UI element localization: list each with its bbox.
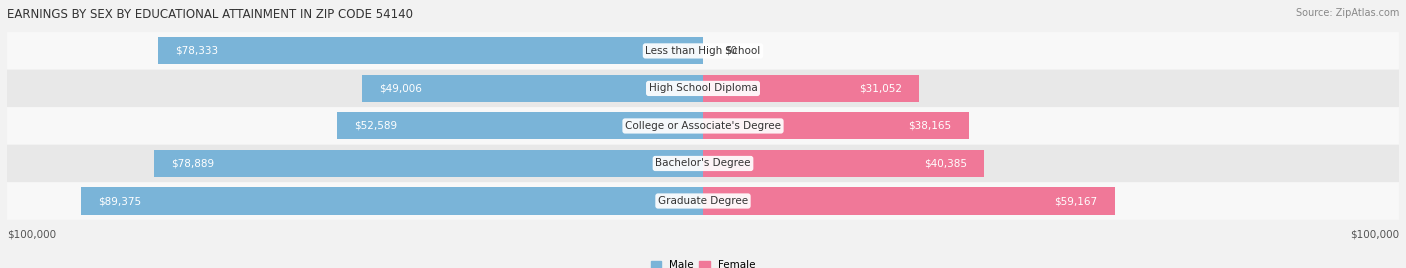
Bar — [361, 75, 703, 102]
FancyBboxPatch shape — [7, 182, 1399, 220]
FancyBboxPatch shape — [7, 32, 1399, 70]
Text: $78,889: $78,889 — [172, 158, 215, 169]
Text: High School Diploma: High School Diploma — [648, 83, 758, 94]
Text: Graduate Degree: Graduate Degree — [658, 196, 748, 206]
FancyBboxPatch shape — [7, 70, 1399, 107]
Text: $0: $0 — [724, 46, 737, 56]
Text: $78,333: $78,333 — [176, 46, 218, 56]
Text: EARNINGS BY SEX BY EDUCATIONAL ATTAINMENT IN ZIP CODE 54140: EARNINGS BY SEX BY EDUCATIONAL ATTAINMEN… — [7, 8, 413, 21]
Text: Source: ZipAtlas.com: Source: ZipAtlas.com — [1295, 8, 1399, 18]
Text: $40,385: $40,385 — [924, 158, 967, 169]
Text: College or Associate's Degree: College or Associate's Degree — [626, 121, 780, 131]
Bar — [703, 150, 984, 177]
Text: $52,589: $52,589 — [354, 121, 398, 131]
Text: $49,006: $49,006 — [380, 83, 422, 94]
Bar — [153, 150, 703, 177]
Bar — [703, 75, 920, 102]
Bar — [703, 113, 969, 139]
Text: $100,000: $100,000 — [1350, 229, 1399, 239]
Legend: Male, Female: Male, Female — [647, 256, 759, 268]
Bar — [82, 188, 703, 214]
Bar — [703, 188, 1115, 214]
Text: Less than High School: Less than High School — [645, 46, 761, 56]
Text: $59,167: $59,167 — [1054, 196, 1098, 206]
FancyBboxPatch shape — [7, 145, 1399, 182]
Text: $38,165: $38,165 — [908, 121, 952, 131]
Text: $31,052: $31,052 — [859, 83, 901, 94]
Text: $100,000: $100,000 — [7, 229, 56, 239]
Text: Bachelor's Degree: Bachelor's Degree — [655, 158, 751, 169]
Text: $89,375: $89,375 — [98, 196, 142, 206]
FancyBboxPatch shape — [7, 107, 1399, 145]
Bar — [157, 38, 703, 64]
Bar — [337, 113, 703, 139]
